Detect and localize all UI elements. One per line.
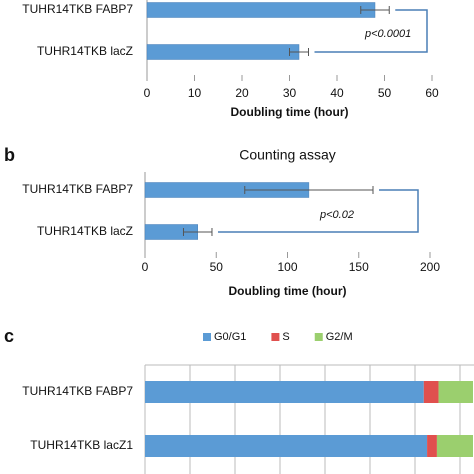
x-tick-label: 100: [277, 260, 297, 274]
x-axis-title: Doubling time (hour): [229, 284, 347, 298]
annotation: p<0.0001: [364, 28, 411, 40]
y-tick-label: TUHR14TKB lacZ1: [30, 438, 133, 452]
y-tick-label: TUHR14TKB lacZ: [37, 224, 133, 238]
y-tick-label: TUHR14TKB lacZ: [37, 44, 133, 58]
x-tick-label: 50: [210, 260, 224, 274]
x-tick-label: 0: [144, 86, 151, 100]
error-bar: [182, 228, 213, 236]
error-bar: [244, 186, 374, 194]
x-tick-label: 0: [142, 260, 149, 274]
bar-segment: [145, 381, 424, 403]
legend-swatch: [203, 333, 211, 341]
y-tick-label: TUHR14TKB FABP7: [22, 182, 133, 196]
x-tick-label: 200: [420, 260, 440, 274]
x-tick-label: 30: [283, 86, 297, 100]
legend-label: G0/G1: [214, 331, 246, 343]
x-tick-label: 50: [378, 86, 392, 100]
bar-segment: [145, 435, 428, 457]
y-tick-label: TUHR14TKB FABP7: [22, 384, 133, 398]
bar: [146, 44, 300, 60]
bar-segment: [438, 381, 473, 403]
legend-swatch: [271, 333, 280, 341]
chart-title: Counting assay: [239, 147, 336, 163]
error-bar: [360, 6, 390, 14]
y-tick-label: TUHR14TKB FABP7: [22, 2, 133, 16]
bar-segment: [427, 435, 437, 457]
bar-segment: [436, 435, 473, 457]
x-tick-label: 10: [188, 86, 202, 100]
bar: [146, 2, 376, 18]
significance-bracket: [217, 189, 419, 233]
x-tick-label: 20: [235, 86, 249, 100]
legend-label: G2/M: [326, 331, 353, 343]
bar-segment: [423, 381, 439, 403]
x-tick-label: 60: [425, 86, 439, 100]
legend-label: S: [282, 331, 289, 343]
significance-bracket: [314, 9, 428, 53]
annotation: p<0.02: [319, 209, 354, 221]
error-bar: [289, 48, 309, 56]
panel-label: b: [4, 145, 15, 165]
x-tick-label: 150: [349, 260, 369, 274]
legend-swatch: [314, 333, 323, 341]
x-tick-label: 40: [330, 86, 344, 100]
panel-label: c: [4, 326, 14, 346]
x-axis-title: Doubling time (hour): [231, 105, 349, 119]
